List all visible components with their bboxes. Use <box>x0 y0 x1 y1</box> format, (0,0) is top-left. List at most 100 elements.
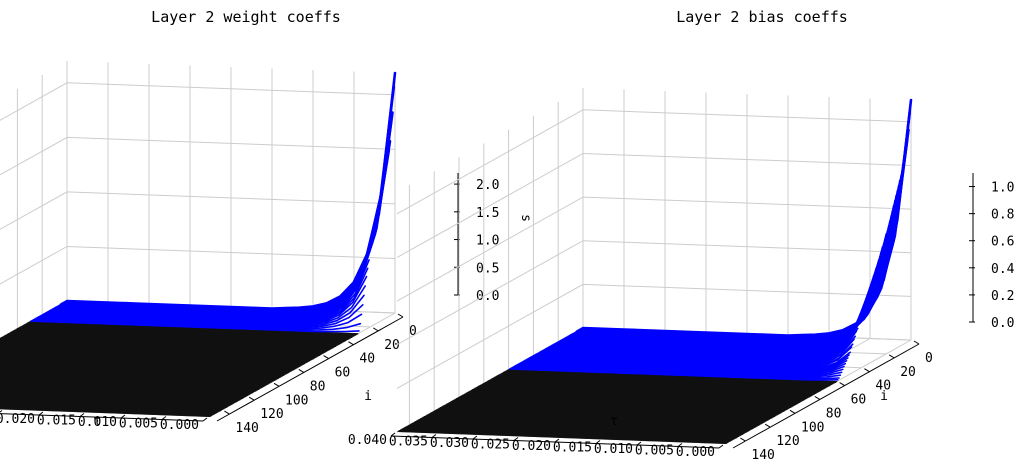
surface-line-zero <box>0 339 325 354</box>
surface-line-zero <box>453 399 783 413</box>
surface-line-zero <box>462 394 792 408</box>
surface-line-zero <box>0 388 245 399</box>
surface-line-zero <box>0 378 261 390</box>
surface-line-zero <box>0 377 262 389</box>
surface-line-zero <box>0 339 327 353</box>
surface-line-zero <box>422 416 752 431</box>
surface-line-zero <box>0 370 273 383</box>
i-tick <box>397 313 404 318</box>
surface-line-zero <box>499 373 829 388</box>
surface-line-zero <box>26 322 356 336</box>
surface-line-zero <box>455 398 786 412</box>
surface-line-zero <box>0 362 287 375</box>
surface-line-zero <box>418 418 748 433</box>
tau-tick <box>202 417 208 422</box>
i-tick-label: 100 <box>801 420 824 435</box>
surface-line-zero <box>22 324 353 338</box>
surface-line-zero <box>501 372 832 386</box>
surface-line-zero <box>0 342 322 356</box>
surface-line-zero <box>495 375 825 390</box>
surface-line-zero <box>480 384 810 398</box>
surface-line-zero <box>0 407 213 417</box>
tau-tick <box>120 414 126 419</box>
surface-line-zero <box>0 373 268 386</box>
surface-line-zero <box>0 355 299 368</box>
surface-line-zero <box>409 423 740 438</box>
i-tick-label: 120 <box>776 434 799 449</box>
y-axis-label: i <box>880 389 888 404</box>
surface-line-zero <box>0 349 309 363</box>
surface-line-zero <box>1 336 332 350</box>
surface-line-zero <box>0 382 255 393</box>
surface-line-zero <box>0 383 252 395</box>
surface-line-zero <box>468 391 798 405</box>
tau-tick <box>472 435 478 440</box>
i-tick-label: 80 <box>826 406 842 421</box>
surface-line-zero <box>0 389 242 400</box>
surface-line-zero <box>0 337 329 352</box>
tau-tick <box>161 416 167 420</box>
surface-line-zero <box>0 357 297 370</box>
surface-line-zero <box>6 333 337 347</box>
surface-line-zero <box>436 409 766 423</box>
tau-tick-label: 0.005 <box>119 417 158 432</box>
surface-line-zero <box>0 360 291 373</box>
i-tick <box>913 340 920 345</box>
surface-line-zero <box>429 412 760 426</box>
surface-line-zero <box>419 418 750 432</box>
z-tick-label: 0.8 <box>991 208 1014 223</box>
surface-line-zero <box>16 328 347 342</box>
surface-line-zero <box>0 345 317 359</box>
surface-line-zero <box>400 429 730 443</box>
surface-line-zero <box>490 378 820 392</box>
surface-line-zero <box>0 376 265 388</box>
surface-line-zero <box>0 364 285 377</box>
surface-line-zero <box>20 326 350 340</box>
surface-line-zero <box>426 414 756 429</box>
y-axis-label: i <box>364 389 372 404</box>
surface-line-zero <box>0 338 328 352</box>
tau-tick <box>636 441 642 446</box>
z-tick-label: 0.2 <box>991 289 1014 304</box>
surface-line-zero <box>0 367 280 379</box>
surface-line-zero <box>13 330 343 344</box>
z-tick-label: 0.0 <box>476 289 499 304</box>
surface-line-zero <box>505 370 835 384</box>
x-axis-label: τ <box>610 414 618 429</box>
surface-line-zero <box>443 405 773 419</box>
surface-line-zero <box>0 365 283 377</box>
surface-line-zero <box>0 399 226 409</box>
axes: 0.0000.0050.0100.0150.0200.0250.0300.035… <box>348 173 1015 463</box>
surface-line-zero <box>0 386 247 397</box>
surface-line-zero <box>481 383 812 397</box>
z-tick-label: 0.4 <box>991 262 1015 277</box>
z-tick-label: 0.5 <box>476 261 499 276</box>
surface-line-zero <box>0 359 292 372</box>
bias-coeffs-chart: Layer 2 bias coeffs 0.0000.0050.0100.015… <box>348 8 1015 463</box>
surface-line-zero <box>424 415 755 429</box>
surface-line-zero <box>0 345 316 359</box>
surface-line-zero <box>459 395 789 410</box>
surface-line-nonzero <box>581 98 913 337</box>
surface-line-zero <box>0 393 236 404</box>
surface-line-zero <box>0 368 277 381</box>
surface-line-zero <box>407 425 737 439</box>
z-tick-label: 1.0 <box>476 234 499 249</box>
surface-line-zero <box>0 396 230 407</box>
surface-line-zero <box>402 427 732 442</box>
surface-line-zero <box>0 404 216 415</box>
x-axis-label: τ <box>93 414 101 429</box>
tau-tick-label: 0.020 <box>512 439 551 454</box>
surface-line-zero <box>0 362 288 374</box>
surface-line-zero <box>428 413 758 427</box>
surface-line-zero <box>485 381 815 395</box>
tau-tick-label: 0.005 <box>635 444 674 459</box>
surface-line-zero <box>504 371 834 385</box>
surface-line-zero <box>0 400 224 411</box>
surface-line-zero <box>0 379 260 390</box>
surface-line-zero <box>0 374 267 386</box>
surface-line-zero <box>9 332 339 346</box>
i-tick <box>323 355 329 360</box>
surface-line-zero <box>486 380 817 395</box>
surface-line-zero <box>408 424 739 438</box>
